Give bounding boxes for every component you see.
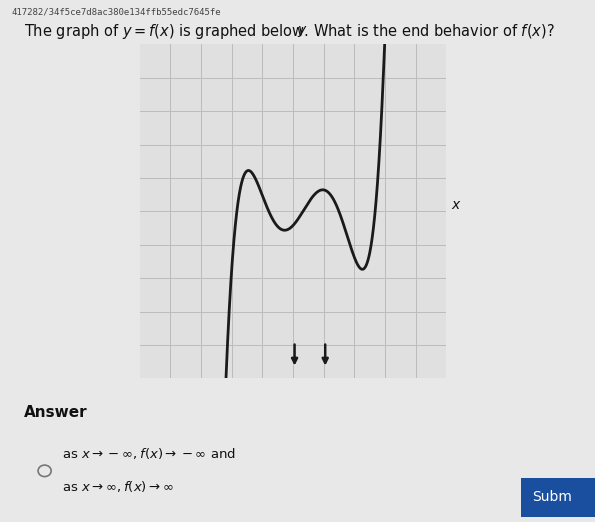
Text: $x$: $x$ bbox=[451, 198, 462, 212]
Text: The graph of $y = f(x)$ is graphed below. What is the end behavior of $f(x)$?: The graph of $y = f(x)$ is graphed below… bbox=[24, 22, 555, 41]
Text: as $x \rightarrow \infty, f(x) \rightarrow \infty$: as $x \rightarrow \infty, f(x) \rightarr… bbox=[62, 479, 174, 494]
Text: Answer: Answer bbox=[24, 405, 87, 420]
Text: as $x \rightarrow -\infty, f(x) \rightarrow -\infty$ and: as $x \rightarrow -\infty, f(x) \rightar… bbox=[62, 446, 236, 461]
Text: 417282/34f5ce7d8ac380e134ffb55edc7645fe: 417282/34f5ce7d8ac380e134ffb55edc7645fe bbox=[12, 8, 221, 17]
Text: Subm: Subm bbox=[532, 490, 572, 504]
Text: $y$: $y$ bbox=[297, 25, 308, 39]
